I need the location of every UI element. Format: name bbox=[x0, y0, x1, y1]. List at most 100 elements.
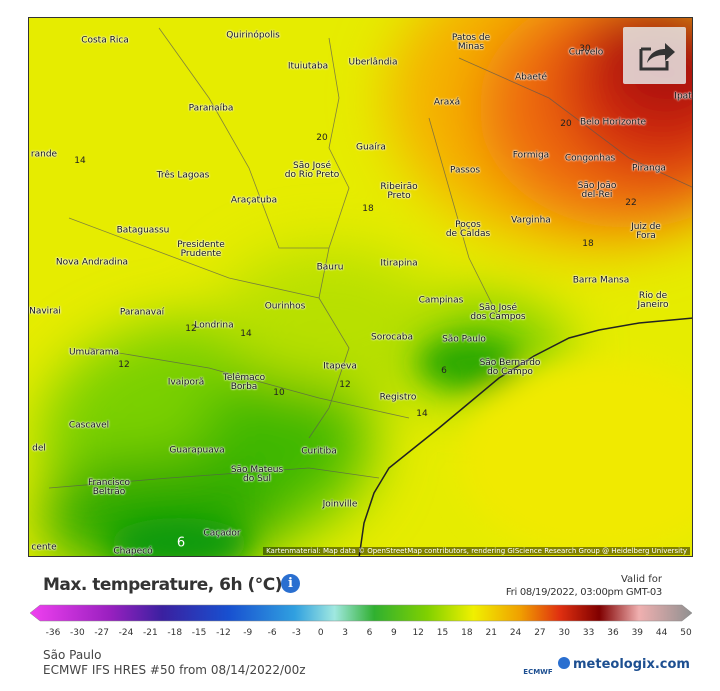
scale-tick: -12 bbox=[216, 628, 231, 638]
city-label: Campinas bbox=[418, 295, 464, 306]
city-label: cente bbox=[31, 542, 57, 553]
city-label: Paranavaí bbox=[119, 307, 165, 318]
scale-tick: 9 bbox=[390, 628, 397, 638]
brand-logo: meteologix.com bbox=[558, 657, 690, 672]
isotherm-label: 6 bbox=[441, 366, 447, 376]
city-label: Juiz de Fora bbox=[631, 222, 661, 241]
city-label: São José dos Campos bbox=[470, 303, 526, 322]
city-label: Telêmaco Borba bbox=[222, 373, 266, 392]
city-label: Curitiba bbox=[301, 446, 337, 457]
city-label: Joinville bbox=[322, 499, 358, 510]
city-label: Quirinópolis bbox=[226, 30, 280, 41]
scale-tick: 36 bbox=[607, 628, 619, 638]
city-label: Cascavel bbox=[68, 420, 110, 431]
model-run: ECMWF IFS HRES #50 from 08/14/2022/00z bbox=[43, 663, 306, 677]
city-label: Paranaíba bbox=[188, 103, 234, 114]
city-label: Bauru bbox=[316, 262, 344, 273]
isotherm-label: 12 bbox=[118, 360, 130, 370]
map: Kartenmaterial: Map data © OpenStreetMap… bbox=[28, 17, 693, 557]
city-label: Nova Andradina bbox=[55, 257, 129, 268]
scale-tick: 27 bbox=[534, 628, 546, 638]
color-scale bbox=[29, 604, 693, 622]
city-label: Uberlândia bbox=[348, 57, 398, 68]
isotherm-label: 14 bbox=[74, 156, 86, 166]
attribution: Kartenmaterial: Map data © OpenStreetMap… bbox=[263, 547, 690, 555]
city-label: Formiga bbox=[512, 150, 550, 161]
city-label: Varginha bbox=[511, 215, 551, 226]
city-label: Ivaiporã bbox=[167, 377, 205, 388]
city-label: Costa Rica bbox=[81, 35, 129, 46]
city-label: Navirai bbox=[29, 306, 61, 317]
city-label: Belo Horizonte bbox=[579, 117, 647, 128]
isotherm-label: 14 bbox=[240, 329, 252, 339]
city-label: Passos bbox=[449, 165, 481, 176]
city-label: Itirapina bbox=[380, 258, 418, 269]
scale-tick: 44 bbox=[655, 628, 668, 638]
city-label: Araxá bbox=[433, 97, 461, 108]
scale-tick: -9 bbox=[243, 628, 253, 638]
ecmwf-logo: ECMWF bbox=[523, 668, 553, 676]
city-label: Itapeva bbox=[323, 361, 357, 372]
city-label: Patos de Minas bbox=[451, 33, 491, 52]
isotherm-label: 18 bbox=[582, 239, 594, 249]
isotherm-label: 22 bbox=[625, 198, 637, 208]
valid-label: Valid for bbox=[620, 574, 662, 585]
isotherm-label: 10 bbox=[273, 388, 285, 398]
city-label: Ipat bbox=[674, 91, 692, 102]
city-label: Bataguassu bbox=[116, 225, 170, 236]
scale-tick: 39 bbox=[631, 628, 644, 638]
city-label: Ribeirão Preto bbox=[380, 182, 418, 201]
city-label: Guarapuava bbox=[169, 445, 225, 456]
city-label: Ituiutaba bbox=[287, 61, 329, 72]
city-label: Caçador bbox=[203, 528, 241, 539]
city-label: Ourinhos bbox=[264, 301, 306, 312]
scale-tick: -24 bbox=[118, 628, 134, 638]
isotherm-label: 30 bbox=[579, 44, 591, 54]
isotherm-label: 18 bbox=[362, 204, 374, 214]
scale-tick: 24 bbox=[509, 628, 522, 638]
isotherm-label: 6 bbox=[176, 535, 186, 551]
isotherm-label: 20 bbox=[316, 133, 328, 143]
city-label: São Mateus do Sul bbox=[230, 465, 284, 484]
isotherm-label: 20 bbox=[560, 119, 572, 129]
scale-tick: 18 bbox=[461, 628, 473, 638]
share-button[interactable] bbox=[623, 27, 686, 84]
scale-tick: -21 bbox=[143, 628, 158, 638]
city-label: Presidente Prudente bbox=[177, 240, 225, 259]
city-label: Guaíra bbox=[356, 142, 386, 153]
scale-tick: 33 bbox=[582, 628, 595, 638]
city-label: Piranga bbox=[632, 163, 666, 174]
city-label: Barra Mansa bbox=[572, 275, 630, 286]
city-label: Abaeté bbox=[515, 72, 547, 83]
city-label: Três Lagoas bbox=[156, 170, 210, 181]
city-label: Francisco Beltrão bbox=[87, 478, 131, 497]
scale-tick: 21 bbox=[485, 628, 497, 638]
city-label: Sorocaba bbox=[371, 332, 413, 343]
city-label: Registro bbox=[379, 392, 417, 403]
city-label: São João del-Rei bbox=[577, 181, 617, 200]
scale-tick: -30 bbox=[69, 628, 85, 638]
city-label: Poços de Caldas bbox=[445, 220, 491, 239]
map-field bbox=[29, 18, 692, 556]
city-label: Chapecó bbox=[113, 546, 153, 557]
city-label: Umuarama bbox=[68, 347, 120, 358]
city-label: São José do Rio Preto bbox=[284, 161, 340, 180]
isotherm-label: 12 bbox=[185, 324, 197, 334]
isotherm-label: 12 bbox=[339, 380, 351, 390]
scale-tick: -27 bbox=[94, 628, 110, 638]
scale-tick: -15 bbox=[191, 628, 207, 638]
city-label: Londrina bbox=[194, 320, 234, 331]
city-label: São Paulo bbox=[442, 334, 486, 345]
city-label: Araçatuba bbox=[230, 195, 278, 206]
scale-tick: -18 bbox=[167, 628, 183, 638]
city-label: rande bbox=[30, 149, 58, 160]
scale-tick: 6 bbox=[366, 628, 373, 638]
region: São Paulo bbox=[43, 648, 102, 662]
scale-tick: 3 bbox=[342, 628, 349, 638]
city-label: Curvelo bbox=[568, 47, 604, 58]
city-label: Rio de Janeiro bbox=[637, 291, 669, 310]
scale-tick: -36 bbox=[45, 628, 61, 638]
info-button[interactable]: i bbox=[281, 574, 300, 593]
scale-tick: 30 bbox=[558, 628, 570, 638]
